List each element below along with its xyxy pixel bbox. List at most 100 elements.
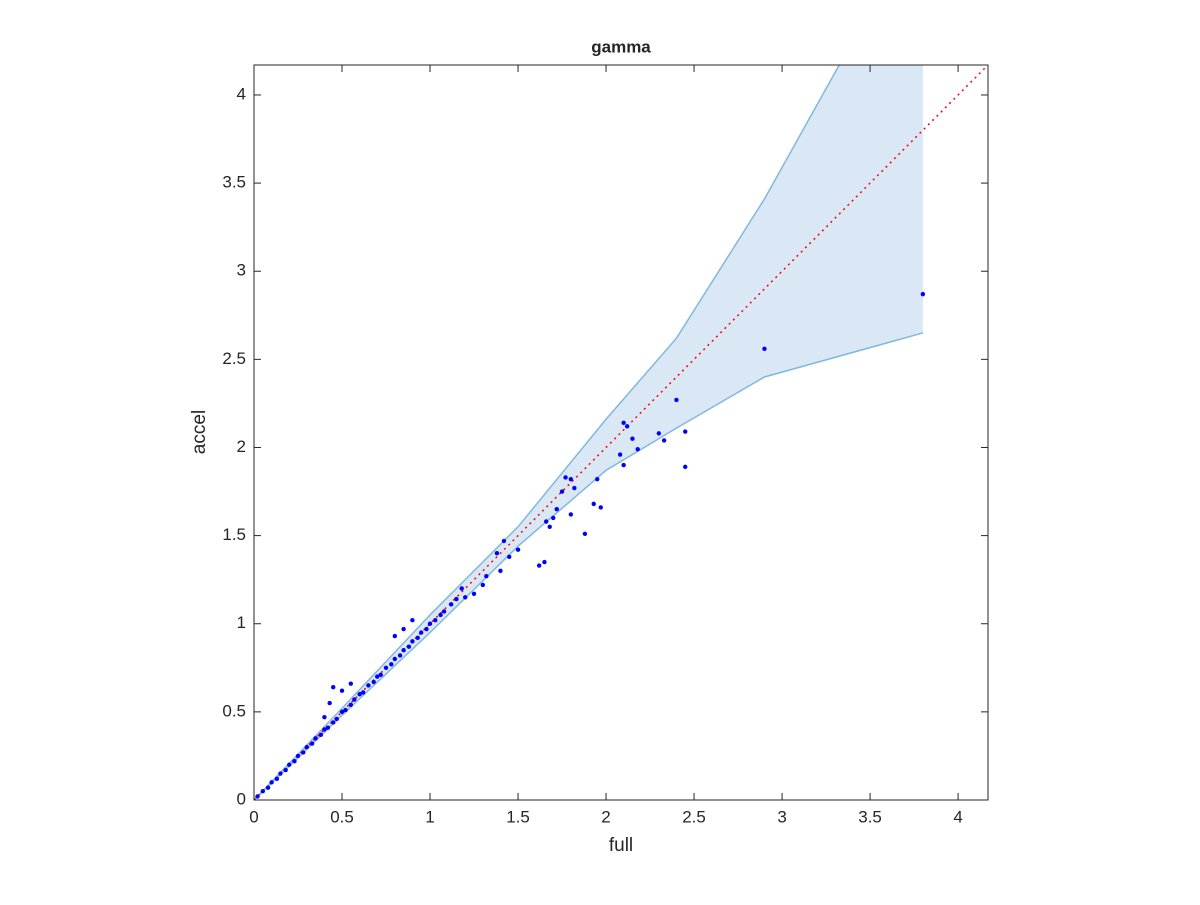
point — [463, 595, 468, 600]
point — [424, 626, 429, 632]
point — [501, 538, 507, 544]
point — [265, 785, 271, 790]
point — [427, 621, 433, 626]
point — [656, 431, 662, 436]
point — [357, 692, 362, 697]
reference-line — [254, 65, 988, 800]
point — [301, 750, 306, 755]
point — [255, 794, 260, 799]
point — [554, 506, 559, 512]
point — [591, 501, 596, 507]
point — [401, 647, 406, 653]
x-axis-label: full — [609, 835, 633, 856]
point — [551, 515, 556, 521]
point — [352, 697, 357, 702]
point — [617, 452, 623, 457]
x-tick-label: 2.5 — [682, 807, 706, 826]
x-tick-label: 1 — [425, 807, 434, 826]
point — [559, 489, 565, 494]
band-lower — [254, 332, 924, 800]
point — [448, 602, 454, 607]
y-tick-label: 2.5 — [222, 349, 246, 368]
x-tick-label: 1.5 — [506, 807, 530, 826]
point — [543, 519, 549, 524]
point — [331, 720, 336, 725]
point — [392, 656, 398, 662]
point — [484, 573, 489, 579]
point — [595, 477, 600, 482]
point — [322, 727, 327, 732]
point — [568, 512, 574, 517]
point — [441, 609, 447, 614]
point — [304, 744, 310, 750]
point — [331, 684, 336, 690]
point — [397, 653, 403, 658]
point — [375, 674, 380, 679]
point — [683, 429, 688, 434]
point — [563, 475, 568, 480]
point — [269, 780, 274, 785]
y-tick-label: 3 — [237, 261, 246, 280]
point — [292, 759, 297, 764]
point — [313, 736, 318, 741]
x-tick-label: 0.5 — [330, 807, 354, 826]
chart-title: gamma — [591, 37, 651, 56]
point — [568, 477, 574, 482]
point — [498, 568, 503, 574]
plot-area — [254, 65, 988, 800]
point — [392, 633, 398, 639]
point — [661, 438, 667, 443]
point — [278, 771, 283, 776]
x-tick-label: 3 — [777, 807, 786, 826]
point — [536, 563, 542, 568]
point — [635, 447, 640, 452]
axes-box — [253, 64, 989, 801]
point — [598, 505, 603, 510]
band-upper — [254, 65, 841, 800]
point — [334, 716, 339, 722]
point — [572, 485, 577, 491]
point — [260, 788, 266, 794]
x-tick-label: 4 — [953, 807, 962, 826]
point — [309, 741, 315, 746]
point — [287, 762, 292, 767]
y-tick-label: 1 — [237, 613, 246, 632]
point — [327, 700, 332, 706]
point — [322, 714, 327, 720]
point — [339, 709, 345, 715]
point — [624, 424, 630, 429]
point — [366, 683, 371, 688]
y-tick-label: 0.5 — [222, 701, 246, 720]
y-tick-label: 1.5 — [222, 525, 246, 544]
point — [454, 596, 459, 602]
point — [295, 753, 301, 759]
point — [339, 688, 345, 693]
point — [378, 672, 383, 678]
point — [683, 464, 688, 470]
x-tick-label: 3.5 — [858, 807, 882, 826]
point — [920, 291, 926, 297]
point — [419, 630, 424, 635]
point — [348, 702, 354, 708]
point — [459, 586, 464, 591]
point — [582, 531, 588, 537]
point — [410, 639, 415, 644]
point — [471, 591, 477, 596]
point — [371, 679, 376, 685]
point — [438, 612, 443, 618]
point — [621, 462, 626, 468]
x-tick-label: 2 — [601, 807, 610, 826]
point — [283, 767, 288, 773]
point — [348, 681, 354, 686]
y-tick-label: 4 — [237, 84, 246, 103]
y-tick-label: 3.5 — [222, 173, 246, 192]
point — [515, 547, 521, 552]
point — [325, 725, 331, 730]
point — [630, 436, 635, 441]
point — [762, 346, 767, 351]
point — [318, 732, 324, 737]
point — [415, 635, 420, 641]
point — [383, 665, 389, 671]
point — [507, 554, 512, 559]
